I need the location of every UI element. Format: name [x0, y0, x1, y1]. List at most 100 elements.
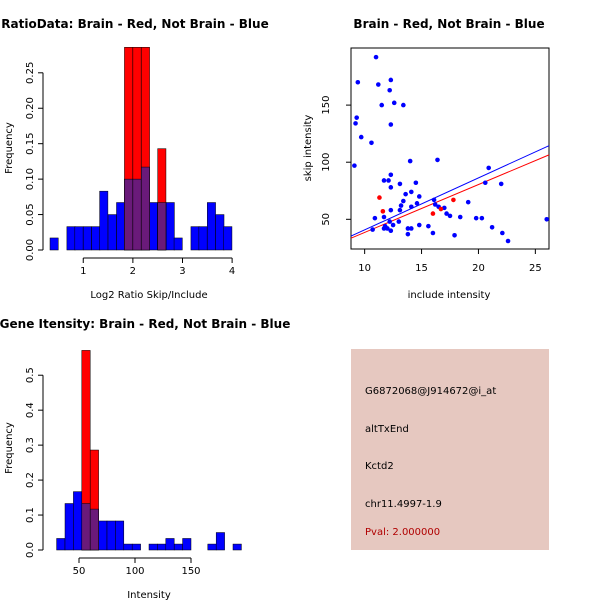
- not-brain-point: [432, 202, 438, 207]
- info-panel: G6872068@J914672@i_at altTxEnd Kctd2 chr…: [351, 349, 549, 550]
- intensity-chart-title: Gene Itensity: Brain - Red, Not Brain - …: [0, 317, 290, 331]
- ratio-blue-bar: [116, 202, 126, 251]
- intensity-x-tick-label: 50: [73, 566, 86, 577]
- ratio-blue-bar: [165, 202, 175, 251]
- not-brain-point: [435, 157, 440, 163]
- not-brain-point: [413, 180, 419, 186]
- intensity-histogram: Gene Itensity: Brain - Red, Not Brain - …: [0, 317, 290, 600]
- ratio-x-axis-label: Log2 Ratio Skip/Include: [90, 290, 207, 301]
- not-brain-point: [447, 213, 453, 219]
- not-brain-point: [388, 228, 394, 234]
- ratio-x-tick-label: 1: [80, 266, 86, 277]
- intensity-y-tick-label: 0.0: [25, 542, 36, 558]
- ratio-y-tick-label: 0.10: [25, 168, 36, 190]
- ratio-blue-bar: [107, 214, 117, 251]
- not-brain-point: [479, 215, 485, 221]
- scatter-plot: Brain - Red, Not Brain - Blue 10 15 20 25 50…: [303, 17, 550, 301]
- ratio-chart-title: RatioData: Brain - Red, Not Brain - Blue: [1, 17, 268, 31]
- not-brain-point: [381, 178, 387, 183]
- not-brain-point: [426, 223, 431, 229]
- ratio-blue-bar: [99, 190, 109, 251]
- scatter-x-tick-label: 20: [472, 263, 485, 274]
- ratio-y-tick-label: 0.20: [25, 97, 36, 119]
- intensity-blue-bar: [131, 543, 141, 551]
- not-brain-point: [489, 225, 495, 230]
- not-brain-point: [430, 230, 436, 236]
- ratio-axes: 1 2 3 4 0.00 0.05 0.10 0.15 0.20 0.25: [25, 62, 235, 277]
- not-brain-point: [358, 134, 364, 140]
- ratio-blue-bar: [215, 214, 225, 251]
- not-brain-point: [401, 198, 406, 204]
- ratio-blue-bar: [91, 226, 101, 251]
- not-brain-point: [354, 115, 359, 120]
- not-brain-point: [396, 219, 402, 224]
- ratio-overlap-bar: [124, 178, 133, 251]
- not-brain-point: [505, 238, 511, 244]
- ratio-y-tick-label: 0.00: [25, 239, 36, 261]
- not-brain-point: [388, 122, 394, 127]
- not-brain-point: [544, 217, 550, 222]
- not-brain-point: [409, 226, 414, 231]
- ratio-bars: [49, 47, 233, 251]
- ratio-y-tick-label: 0.15: [25, 133, 36, 155]
- intensity-y-tick-label: 0.4: [25, 402, 36, 418]
- not-brain-point: [444, 211, 449, 216]
- intensity-blue-bar: [157, 543, 167, 551]
- intensity-x-axis-label: Intensity: [127, 590, 171, 600]
- scatter-y-tick-label: 100: [321, 153, 332, 172]
- intensity-overlap-bar: [89, 508, 99, 551]
- not-brain-point: [355, 79, 361, 85]
- ratio-x-tick-label: 4: [229, 266, 235, 277]
- genomic-location: chr11.4997-1.9: [365, 499, 442, 510]
- not-brain-point: [388, 185, 394, 190]
- ratio-blue-bar: [190, 226, 200, 251]
- ratio-blue-bar: [66, 226, 76, 251]
- not-brain-point: [381, 214, 387, 220]
- intensity-blue-bar: [56, 538, 66, 551]
- intensity-y-tick-label: 0.1: [25, 507, 36, 523]
- intensity-blue-bar: [98, 520, 108, 551]
- ratio-blue-bar: [83, 226, 92, 251]
- not-brain-point: [409, 189, 414, 195]
- intensity-blue-bar: [207, 543, 217, 551]
- not-brain-point: [390, 222, 396, 228]
- intensity-y-tick-label: 0.5: [25, 367, 36, 383]
- not-brain-point: [416, 222, 422, 228]
- ratio-blue-bar: [223, 226, 233, 251]
- not-brain-fit-line: [350, 145, 550, 237]
- intensity-blue-bar: [165, 538, 175, 551]
- brain-point: [438, 206, 444, 212]
- ratio-blue-bar: [198, 226, 208, 251]
- not-brain-point: [397, 207, 403, 213]
- ratio-blue-bar: [74, 226, 84, 251]
- scatter-fit-lines: [350, 145, 550, 239]
- not-brain-point: [388, 77, 394, 83]
- scatter-y-tick-label: 50: [321, 213, 332, 226]
- intensity-axes: 50 100 150 0.0 0.1 0.2 0.3 0.4 0.5: [25, 367, 201, 577]
- intensity-blue-bar: [173, 543, 183, 551]
- brain-point: [380, 209, 386, 214]
- ratio-x-tick-label: 3: [179, 266, 185, 277]
- not-brain-point: [409, 204, 414, 210]
- not-brain-point: [452, 232, 457, 238]
- intensity-y-tick-label: 0.3: [25, 437, 36, 453]
- ratio-x-tick-label: 2: [130, 266, 136, 277]
- not-brain-point: [403, 191, 408, 197]
- not-brain-point: [352, 163, 357, 168]
- not-brain-point: [381, 226, 387, 231]
- not-brain-point: [407, 158, 413, 164]
- not-brain-point: [369, 140, 374, 146]
- not-brain-point: [386, 178, 391, 183]
- ratio-blue-bar: [148, 202, 158, 251]
- scatter-points: [352, 54, 550, 244]
- not-brain-point: [370, 227, 375, 232]
- pval-text: Pval: 2.000000: [365, 527, 441, 538]
- scatter-x-tick-label: 15: [415, 263, 428, 274]
- not-brain-point: [387, 87, 392, 93]
- gene-symbol: Kctd2: [365, 461, 394, 472]
- not-brain-point: [431, 197, 437, 203]
- intensity-blue-bar: [123, 543, 133, 551]
- ratio-blue-bar: [173, 237, 183, 251]
- not-brain-point: [379, 102, 385, 108]
